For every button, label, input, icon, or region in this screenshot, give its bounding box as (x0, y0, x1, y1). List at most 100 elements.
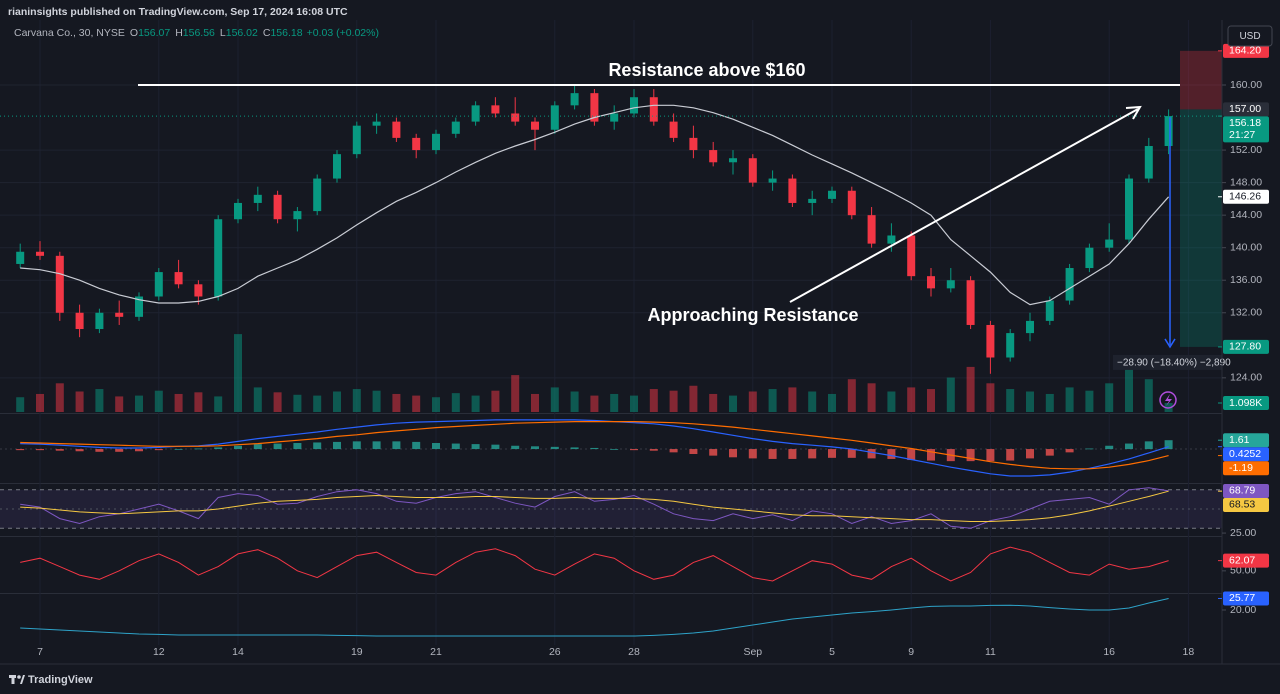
alert-bolt (1165, 394, 1172, 406)
volume-bar (135, 395, 143, 412)
x-tick-label: 26 (549, 646, 561, 658)
candle-body (115, 312, 124, 317)
histogram-bar (273, 443, 282, 450)
candle-body (36, 251, 44, 256)
volume-bar (75, 391, 84, 412)
histogram-bar (709, 449, 718, 456)
histogram-bar (887, 449, 896, 459)
brand-logo (9, 675, 25, 684)
candle-body (75, 312, 84, 330)
x-tick-label: 21 (430, 646, 442, 658)
candle-body (273, 194, 282, 220)
price-marker-label: 68.53 (1229, 499, 1255, 511)
x-tick-label: 16 (1103, 646, 1115, 658)
price-marker (1223, 395, 1269, 410)
y-tick-label: 25.00 (1230, 527, 1256, 539)
histogram-bar (808, 449, 817, 459)
histogram-bar (729, 449, 737, 458)
volume-bar (689, 385, 698, 412)
volume-bar (630, 395, 638, 412)
histogram-bar (867, 449, 876, 459)
candle-body (293, 211, 302, 220)
price-marker (1223, 433, 1269, 448)
x-tick-label: 18 (1183, 646, 1195, 658)
histogram-bar (531, 446, 539, 450)
indicator-line (20, 419, 1169, 477)
volume-bar (927, 389, 935, 412)
measure-label: −28.90 (−18.40%) −2,890 (1117, 358, 1231, 369)
histogram-bar (590, 447, 599, 450)
price-marker (1223, 116, 1269, 143)
candle-body (194, 284, 203, 297)
volume-bar (154, 390, 163, 412)
histogram-bar (927, 449, 935, 461)
y-tick-label: 124.00 (1230, 372, 1262, 384)
histogram-bar (154, 449, 163, 451)
price-marker (1223, 102, 1269, 117)
candle-body (867, 215, 876, 244)
price-marker (1223, 447, 1269, 462)
volume-bar (451, 393, 460, 412)
histogram-bar (649, 449, 658, 451)
trend-arrow-head (1125, 105, 1142, 120)
y-tick-label: 20.00 (1230, 604, 1256, 616)
candle-body (649, 97, 658, 122)
volume-bar (669, 390, 678, 412)
price-marker (1223, 591, 1269, 606)
rsi-band (0, 489, 1222, 529)
histogram-bar (1006, 449, 1015, 461)
volume-bar (1026, 391, 1034, 412)
candle-body (808, 198, 817, 203)
y-tick-label: 160.00 (1230, 79, 1262, 91)
volume-bar (709, 393, 718, 412)
histogram-bar (313, 442, 322, 450)
volume-bar (174, 393, 183, 412)
histogram-bar (1045, 449, 1054, 456)
histogram-bar (194, 448, 203, 450)
candle-body (531, 121, 539, 130)
histogram-bar (234, 445, 242, 450)
candle-body (630, 97, 638, 114)
histogram-bar (630, 449, 638, 451)
price-marker (1223, 483, 1269, 498)
candle-body (1105, 239, 1114, 248)
candle-body (669, 121, 678, 138)
histogram-bar (372, 441, 381, 450)
volume-bar (946, 377, 955, 412)
currency[interactable]: USD (1239, 31, 1260, 42)
currency-button[interactable] (1227, 25, 1273, 47)
volume-bar (1105, 383, 1114, 412)
plot (0, 85, 1222, 637)
volume-bar (194, 392, 203, 412)
volume-bar (333, 391, 341, 412)
volume-bar (95, 389, 104, 412)
x-tick-label: 19 (351, 646, 363, 658)
histogram-bar (1164, 440, 1173, 450)
histogram-bar (352, 441, 361, 450)
candle-body (313, 178, 322, 212)
ohlc-value: 156.02 (226, 27, 258, 39)
ohlc-value: 156.18 (270, 27, 302, 39)
volume-bar (511, 375, 520, 412)
candle-body (1065, 268, 1074, 301)
volume-bar (550, 387, 559, 412)
volume-bar (471, 395, 480, 412)
candle-body (491, 105, 500, 114)
candle-body (887, 235, 896, 244)
moving-average (20, 104, 1170, 306)
price-marker-label: 1.61 (1229, 434, 1250, 446)
histogram-bar (293, 443, 302, 450)
price-marker (1223, 43, 1269, 58)
candle-body (986, 324, 995, 358)
histogram-bar (1026, 449, 1034, 459)
histogram-bar (511, 445, 520, 450)
volume-bar (570, 391, 579, 412)
price-marker-label: 1.098K (1229, 397, 1262, 409)
x-tick-label: 28 (628, 646, 640, 658)
stop-zone (1180, 50, 1222, 110)
volume-bar (432, 397, 440, 412)
volume-bar (491, 390, 500, 412)
y-tick-label: 148.00 (1230, 176, 1262, 188)
volume-bar (1045, 393, 1054, 412)
